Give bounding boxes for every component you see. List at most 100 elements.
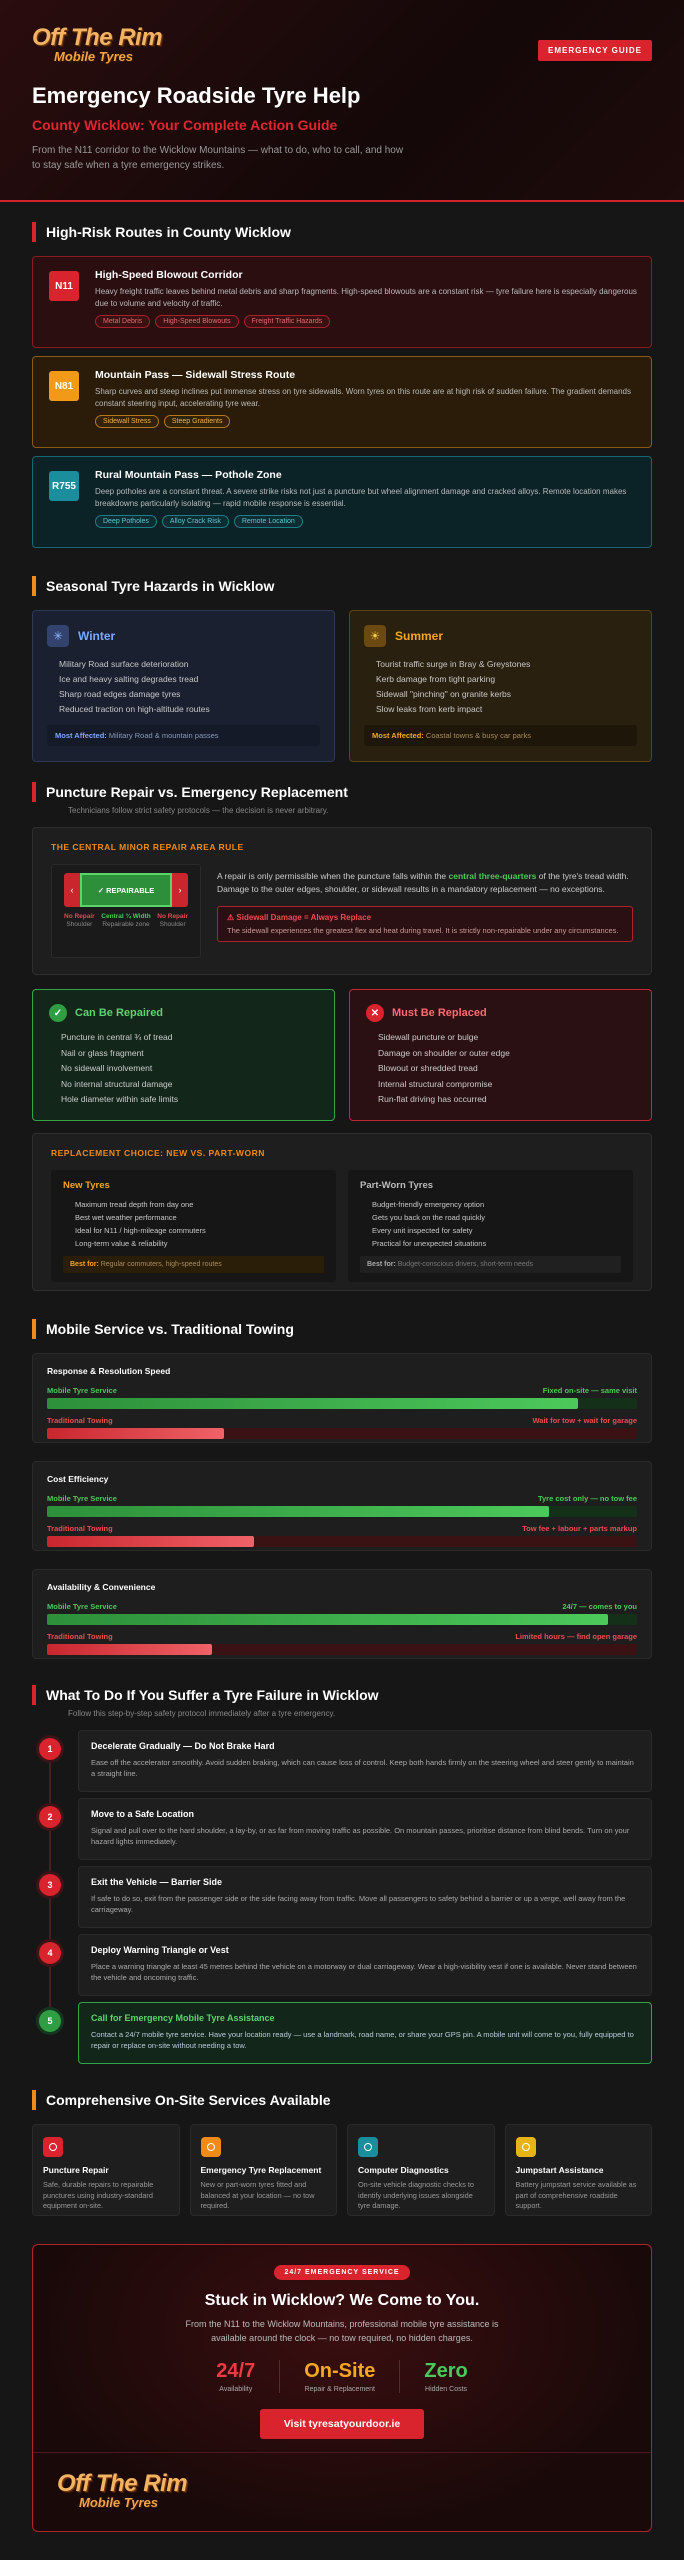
repair-box-title: Must Be Replaced: [392, 1007, 487, 1019]
season-point-item: Slow leaks from kerb impact: [376, 704, 483, 714]
tyre: ✓ REPAIRABLE: [64, 873, 188, 907]
warning-title: ⚠ Sidewall Damage = Always Replace: [227, 912, 372, 922]
comparison-name: Mobile Tyre Service: [47, 1386, 117, 1395]
service-title: Puncture Repair: [43, 2165, 109, 2175]
repair-point-item: Damage on shoulder or outer edge: [378, 1047, 510, 1058]
stat-value: 24/7: [216, 2359, 256, 2382]
best-label: Best for:: [70, 1261, 99, 1268]
option-point: Maximum tread depth from day one Best wet…: [63, 1198, 324, 1250]
rule-text-part: central three-quarters: [448, 871, 537, 881]
option-best: Best for: Regular commuters, high-speed …: [63, 1256, 324, 1273]
cta-text: From the N11 to the Wicklow Mountains, p…: [185, 2319, 499, 2343]
season-grid: Winter Military Road surface deterioratio…: [32, 610, 652, 762]
step-text: Ease off the accelerator smoothly. Avoid…: [91, 1758, 634, 1779]
logo-tagline: Mobile Tyres: [79, 2495, 158, 2510]
services-section: Comprehensive On-Site Services Available…: [0, 2070, 684, 2216]
comparison-track: [47, 1644, 637, 1655]
routes-section: High-Risk Routes in County Wicklow N11 Hig…: [0, 202, 684, 548]
step-text: If safe to do so, exit from the passenge…: [91, 1894, 626, 1915]
steps-section: What To Do If You Suffer a Tyre Failure …: [0, 1677, 684, 2064]
comparison-note: Tyre cost only — no tow fee: [537, 1494, 637, 1503]
season-name: Summer: [395, 629, 444, 643]
steps: 1 Decelerate Gradually — Do Not Brake Har…: [32, 1730, 652, 2064]
affected-label: Most Affected:: [372, 731, 424, 740]
option-point-item: Ideal for N11 / high-mileage commuters: [75, 1226, 206, 1235]
service-text: New or part-worn tyres fitted and balanc…: [200, 2180, 315, 2211]
season-affected: Most Affected: Coastal towns & busy car …: [364, 725, 637, 746]
route-card: R755 Rural Mountain Pass — Pothole Zone De…: [32, 456, 652, 548]
choice-title: REPLACEMENT CHOICE: NEW VS. PART-WORN: [51, 1148, 265, 1158]
route-badge: R755: [49, 471, 79, 501]
option-point-item: Practical for unexpected situations: [372, 1239, 487, 1248]
repair-compare: Can Be Repaired Puncture in central ¾ of …: [32, 989, 652, 1121]
comparison-bar: [47, 1614, 608, 1625]
cta: 24/7 EMERGENCY SERVICE Stuck in Wicklow? …: [32, 2244, 652, 2532]
route-text: Heavy freight traffic leaves behind meta…: [95, 287, 637, 308]
comparison-note: Wait for tow + wait for garage: [532, 1416, 637, 1425]
season-point-item: Sidewall "pinching" on granite kerbs: [376, 689, 512, 699]
repair-box-title: Can Be Repaired: [75, 1007, 164, 1019]
step-card: 5 Call for Emergency Mobile Tyre Assistan…: [39, 2002, 652, 2064]
comparison-card: Cost Efficiency Mobile Tyre Service Tyre c…: [32, 1461, 652, 1551]
service-text: Battery jumpstart service available as p…: [515, 2180, 637, 2211]
comparison-row: Traditional Towing Tow fee + labour + par…: [47, 1524, 637, 1533]
cta-button[interactable]: Visit tyresatyourdoor.ie: [259, 2408, 425, 2439]
section-title: Seasonal Tyre Hazards in Wicklow: [32, 576, 652, 596]
zone: No Repair Shoulder: [64, 913, 95, 930]
repair-point-item: Run-flat driving has occurred: [378, 1094, 487, 1104]
service-card: Puncture Repair Safe, durable repairs to …: [32, 2124, 180, 2216]
comparison-name: Traditional Towing: [47, 1416, 113, 1425]
repair-point: Puncture in central ¾ of tread Nail or gl…: [49, 1030, 318, 1108]
comparison-title: Cost Efficiency: [47, 1474, 109, 1484]
section-title: Puncture Repair vs. Emergency Replacemen…: [32, 782, 652, 802]
step-number: 2: [39, 1806, 61, 1828]
season-head: Winter: [47, 625, 320, 647]
season-point-item: Reduced traction on high-altitude routes: [59, 704, 210, 714]
comparison-track: [47, 1614, 637, 1625]
route-tag: Alloy Crack Risk: [161, 515, 229, 529]
section-title: Mobile Service vs. Traditional Towing: [32, 1319, 652, 1339]
zone-title: Central ¾ Width: [101, 913, 151, 920]
comparison-note: 24/7 — comes to you: [562, 1602, 637, 1611]
service-title: Jumpstart Assistance: [515, 2165, 604, 2175]
route-badge: N11: [49, 271, 79, 301]
service-icon: [200, 2137, 221, 2157]
spacer: [32, 246, 652, 256]
option-point-item: Best wet weather performance: [75, 1213, 177, 1222]
repair-point-item: Sidewall puncture or bulge: [378, 1032, 479, 1042]
route-text: Sharp curves and steep inclines put imme…: [95, 387, 631, 408]
comparison-card: Availability & Convenience Mobile Tyre Se…: [32, 1569, 652, 1659]
affected-text: Coastal towns & busy car parks: [425, 731, 531, 740]
option-name: Part-Worn Tyres: [360, 1180, 434, 1191]
season-affected: Most Affected: Military Road & mountain …: [47, 725, 320, 746]
affected-label: Most Affected:: [55, 731, 107, 740]
cta-stat: 24/7 Availability: [192, 2360, 279, 2393]
comparison-bar: [47, 1536, 254, 1547]
logo: Off The Rim Mobile Tyres: [57, 2470, 188, 2510]
spacer: [32, 600, 652, 610]
season-point-item: Tourist traffic surge in Bray & Greyston…: [376, 659, 531, 669]
option-name: New Tyres: [63, 1180, 110, 1191]
rule-text: A repair is only permissible when the pu…: [217, 864, 633, 958]
best-text: Regular commuters, high-speed routes: [100, 1261, 222, 1268]
comparison-row: Traditional Towing Wait for tow + wait fo…: [47, 1416, 637, 1425]
service-text: Safe, durable repairs to repairable punc…: [43, 2180, 154, 2211]
season-point-item: Sharp road edges damage tyres: [59, 689, 181, 699]
logo-name: Off The Rim: [57, 2470, 188, 2497]
comparison-name: Traditional Towing: [47, 1632, 113, 1641]
season-icon: [364, 625, 386, 647]
route-tag: Steep Gradients: [163, 415, 231, 429]
comparison-note: Tow fee + labour + parts markup: [522, 1524, 637, 1533]
cta-title: Stuck in Wicklow? We Come to You.: [204, 2292, 480, 2309]
comparison-note: Fixed on-site — same visit: [542, 1386, 637, 1395]
logo: Off The Rim Mobile Tyres: [32, 26, 163, 64]
stat-label: Repair & Replacement: [304, 2385, 376, 2393]
guide-button[interactable]: EMERGENCY GUIDE: [538, 40, 652, 61]
comparison-card: Response & Resolution Speed Mobile Tyre S…: [32, 1353, 652, 1443]
option-point-item: Maximum tread depth from day one: [75, 1200, 194, 1209]
best-label: Best for:: [367, 1261, 396, 1268]
section-title: Comprehensive On-Site Services Available: [32, 2090, 652, 2110]
zone-sub: Shoulder: [66, 921, 93, 929]
comparison-track: [47, 1398, 637, 1409]
